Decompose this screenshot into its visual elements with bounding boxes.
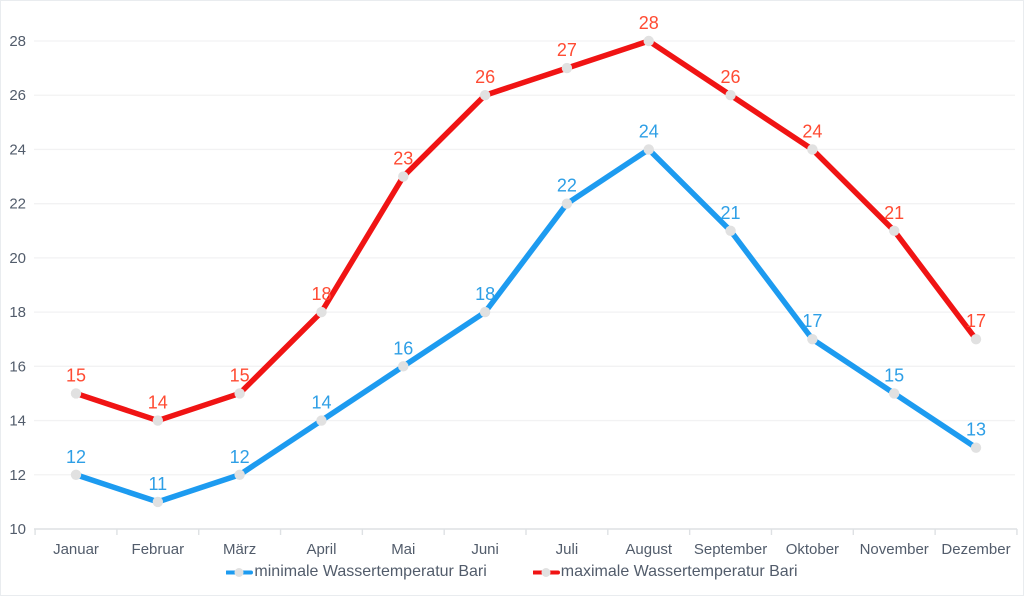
y-axis-tick-label: 22 <box>9 196 26 213</box>
max-data-label: 17 <box>966 311 986 331</box>
y-axis-tick-label: 14 <box>9 413 26 430</box>
chart-legend: minimale Wassertemperatur Bari maximale … <box>1 563 1023 581</box>
month-label: Februar <box>132 541 185 558</box>
data-point-marker <box>234 388 245 399</box>
month-label: Oktober <box>786 541 839 558</box>
data-point-marker <box>807 334 818 345</box>
max-data-label: 26 <box>475 67 495 87</box>
min-series-legend-marker <box>226 567 254 577</box>
min-data-label: 15 <box>884 365 904 385</box>
min-data-label: 12 <box>66 447 86 467</box>
month-label: März <box>223 541 256 558</box>
min-data-label: 17 <box>802 311 822 331</box>
data-point-marker <box>561 62 573 74</box>
data-point-marker <box>152 415 164 426</box>
max-series-legend-marker <box>532 567 560 577</box>
min-data-label: 13 <box>966 420 986 440</box>
month-label: Dezember <box>941 541 1010 558</box>
max-data-label: 23 <box>393 149 413 169</box>
data-point-marker <box>970 442 982 453</box>
min-data-label: 22 <box>557 176 577 196</box>
data-point-marker <box>398 361 409 372</box>
data-point-marker <box>970 334 982 345</box>
max-data-label: 27 <box>557 40 577 60</box>
y-axis-tick-label: 26 <box>9 87 26 104</box>
min-data-label: 21 <box>721 203 741 223</box>
data-point-marker <box>316 306 327 318</box>
data-point-marker <box>889 225 900 236</box>
month-label: Juli <box>556 541 579 558</box>
min-data-label: 16 <box>393 338 413 358</box>
legend-item-min[interactable]: minimale Wassertemperatur Bari <box>226 563 487 581</box>
min-series-line <box>73 146 979 505</box>
month-label: September <box>694 541 767 558</box>
y-axis-tick-label: 18 <box>9 304 26 321</box>
data-point-marker <box>725 90 736 101</box>
legend-label-max: maximale Wassertemperatur Bari <box>560 563 798 580</box>
min-data-label: 11 <box>148 474 167 494</box>
data-point-marker <box>561 198 573 209</box>
month-label: Januar <box>53 541 99 558</box>
month-label: April <box>306 541 336 558</box>
min-data-label: 24 <box>639 121 659 141</box>
max-data-label: 15 <box>230 365 250 385</box>
legend-item-max[interactable]: maximale Wassertemperatur Bari <box>532 563 798 581</box>
y-axis-tick-label: 28 <box>9 33 26 50</box>
data-point-marker <box>807 144 818 155</box>
data-point-marker <box>70 388 82 399</box>
y-axis-tick-label: 24 <box>9 141 26 158</box>
data-point-marker <box>70 469 82 480</box>
month-label: November <box>860 541 929 558</box>
max-data-label: 15 <box>66 365 86 385</box>
legend-label-min: minimale Wassertemperatur Bari <box>254 563 487 580</box>
max-data-label: 26 <box>721 67 741 87</box>
max-series-line <box>73 38 979 424</box>
data-point-marker <box>725 225 736 236</box>
max-data-label: 24 <box>802 121 822 141</box>
data-point-marker <box>643 144 654 155</box>
y-axis-tick-label: 10 <box>9 521 26 538</box>
max-data-label: 28 <box>639 13 659 33</box>
data-point-marker <box>889 388 900 399</box>
month-label: Juni <box>471 541 499 558</box>
data-point-marker <box>234 469 245 480</box>
min-data-label: 18 <box>475 284 495 304</box>
data-point-marker <box>479 306 491 318</box>
min-data-label: 12 <box>230 447 250 467</box>
data-point-marker <box>316 415 327 426</box>
max-data-label: 18 <box>311 284 331 304</box>
data-point-marker <box>479 90 491 101</box>
data-point-marker <box>152 496 164 508</box>
data-point-marker <box>398 171 409 182</box>
y-axis-tick-label: 20 <box>9 250 26 267</box>
month-label: August <box>625 541 673 558</box>
data-point-marker <box>643 35 654 47</box>
y-axis-tick-label: 12 <box>9 467 26 484</box>
min-data-label: 14 <box>311 393 331 413</box>
max-data-label: 14 <box>148 393 168 413</box>
y-axis-tick-label: 16 <box>9 358 26 375</box>
max-data-label: 21 <box>884 203 904 223</box>
month-label: Mai <box>391 541 415 558</box>
